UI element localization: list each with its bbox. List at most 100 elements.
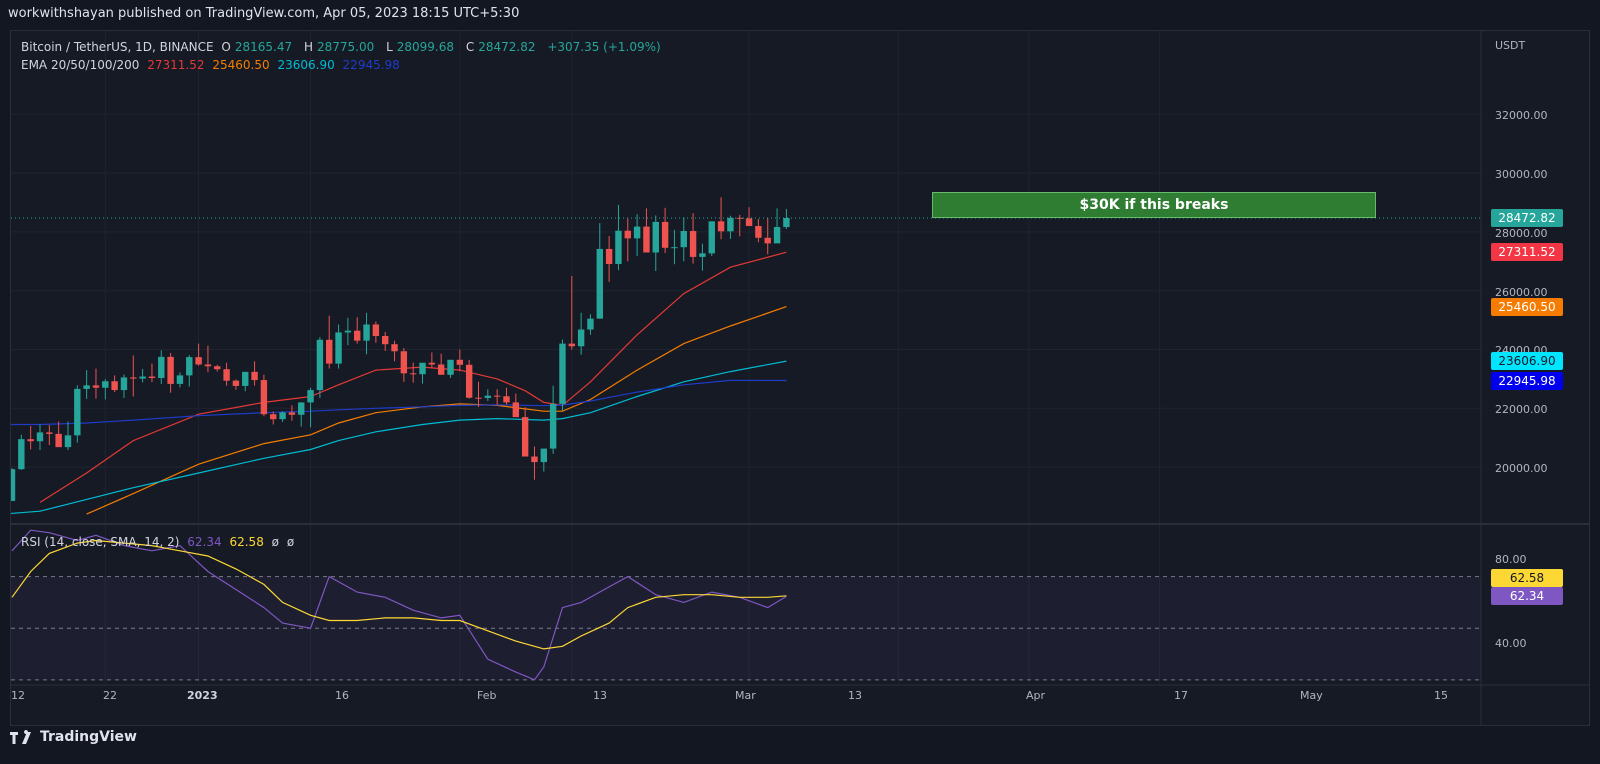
candle-body bbox=[419, 362, 426, 375]
time-axis-tick: 13 bbox=[848, 689, 862, 702]
price-axis-currency: USDT bbox=[1495, 39, 1526, 52]
candle-body bbox=[111, 381, 118, 391]
candle-body bbox=[298, 402, 305, 415]
candle-body bbox=[55, 433, 62, 448]
candle-body bbox=[120, 377, 128, 391]
tradingview-logo-icon bbox=[10, 730, 31, 744]
candle-body bbox=[745, 218, 753, 227]
candle-body bbox=[223, 369, 230, 381]
ema100-value: 23606.90 bbox=[277, 58, 335, 72]
candle-body bbox=[708, 221, 715, 254]
candle-body bbox=[363, 324, 370, 341]
rsi-axis-tick: 40.00 bbox=[1495, 637, 1527, 650]
candle-body bbox=[493, 395, 501, 397]
ema50-value: 25460.50 bbox=[212, 58, 270, 72]
candle-body bbox=[400, 351, 408, 374]
candle-body bbox=[531, 456, 538, 463]
ema20-price-tag: 27311.52 bbox=[1491, 243, 1563, 261]
candle-body bbox=[139, 376, 146, 379]
rsi-legend-label[interactable]: RSI (14, close, SMA, 14, 2) bbox=[21, 535, 180, 549]
rsi-line bbox=[11, 529, 787, 681]
chart-panel[interactable]: Bitcoin / TetherUS, 1D, BINANCE O 28165.4… bbox=[10, 30, 1590, 726]
candle-body bbox=[372, 324, 380, 336]
candle-body bbox=[512, 402, 520, 418]
ema-legend: EMA 20/50/100/200 27311.52 25460.50 2360… bbox=[21, 58, 404, 72]
ema50-price-tag: 25460.50 bbox=[1491, 298, 1563, 316]
candle-body bbox=[755, 226, 762, 238]
candle-body bbox=[783, 218, 790, 228]
rsi-legend: RSI (14, close, SMA, 14, 2) 62.34 62.58 … bbox=[21, 535, 298, 549]
candle-body bbox=[64, 435, 72, 448]
symbol-title[interactable]: Bitcoin / TetherUS, 1D, BINANCE bbox=[21, 40, 214, 54]
candle-body bbox=[671, 247, 678, 249]
candle-body bbox=[279, 412, 286, 420]
ohlc-low: L 28099.68 bbox=[386, 40, 455, 54]
candle-body bbox=[521, 417, 529, 457]
ohlc-close: C 28472.82 bbox=[465, 40, 536, 54]
rsi-tag: 62.34 bbox=[1491, 587, 1563, 605]
candle-body bbox=[382, 335, 389, 345]
candle-body bbox=[484, 395, 492, 399]
candle-body bbox=[587, 318, 594, 330]
candle-body bbox=[74, 388, 81, 436]
candle-body bbox=[36, 432, 44, 442]
tradingview-footer[interactable]: TradingView bbox=[10, 729, 137, 745]
candle-body bbox=[437, 364, 445, 375]
time-axis-tick: 13 bbox=[593, 689, 607, 702]
chart-canvas[interactable] bbox=[11, 31, 1589, 725]
breakout-annotation[interactable]: $30K if this breaks bbox=[932, 192, 1376, 218]
candle-body bbox=[643, 226, 650, 253]
candle-body bbox=[158, 356, 165, 379]
candle-body bbox=[270, 414, 277, 420]
tradingview-brand: TradingView bbox=[40, 729, 137, 745]
rsi-axis-tick: 80.00 bbox=[1495, 553, 1527, 566]
candle-body bbox=[409, 373, 417, 375]
candle-body bbox=[773, 227, 781, 244]
candle-body bbox=[204, 364, 212, 367]
candle-body bbox=[447, 359, 454, 375]
time-axis-tick: 17 bbox=[1174, 689, 1188, 702]
symbol-legend: Bitcoin / TetherUS, 1D, BINANCE O 28165.4… bbox=[21, 40, 665, 54]
time-axis-tick: 2023 bbox=[187, 689, 218, 702]
time-axis-tick: 15 bbox=[1434, 689, 1448, 702]
candle-body bbox=[242, 371, 249, 386]
candle-body bbox=[764, 237, 771, 244]
candle-body bbox=[652, 221, 659, 253]
time-axis-tick: Mar bbox=[735, 689, 756, 702]
candle-body bbox=[680, 231, 687, 248]
ema200-price-tag: 22945.98 bbox=[1491, 372, 1563, 390]
ema20-value: 27311.52 bbox=[147, 58, 205, 72]
candle-body bbox=[130, 377, 137, 379]
time-axis-tick: Feb bbox=[477, 689, 497, 702]
candlesticks bbox=[11, 197, 790, 501]
rsi-extra-1: ø bbox=[271, 535, 279, 549]
ohlc-change: +307.35 (+1.09%) bbox=[547, 40, 661, 54]
rsi-sma-line bbox=[11, 539, 787, 650]
candle-body bbox=[83, 385, 90, 389]
ema-lines bbox=[11, 251, 787, 515]
candle-body bbox=[559, 343, 566, 404]
candle-body bbox=[391, 344, 398, 352]
candle-body bbox=[288, 412, 296, 415]
candle-body bbox=[727, 217, 734, 232]
candle-body bbox=[540, 448, 548, 463]
candle-body bbox=[465, 364, 473, 398]
candle-body bbox=[251, 371, 258, 381]
candle-body bbox=[344, 330, 352, 333]
candle-body bbox=[624, 230, 631, 239]
price-axis-tick: 20000.00 bbox=[1495, 462, 1548, 475]
candle-body bbox=[568, 343, 575, 347]
candle-body bbox=[596, 248, 603, 319]
price-axis-tick: 26000.00 bbox=[1495, 286, 1548, 299]
candle-body bbox=[326, 339, 333, 364]
candle-body bbox=[232, 380, 240, 386]
price-axis-tick: 32000.00 bbox=[1495, 109, 1548, 122]
candle-body bbox=[186, 357, 193, 376]
candle-body bbox=[699, 253, 706, 257]
price-axis-tick: 22000.00 bbox=[1495, 403, 1548, 416]
candle-body bbox=[475, 397, 482, 399]
time-axis-tick: 16 bbox=[335, 689, 349, 702]
price-axis-tick: 28000.00 bbox=[1495, 227, 1548, 240]
candle-body bbox=[260, 380, 268, 415]
ema-legend-label[interactable]: EMA 20/50/100/200 bbox=[21, 58, 140, 72]
